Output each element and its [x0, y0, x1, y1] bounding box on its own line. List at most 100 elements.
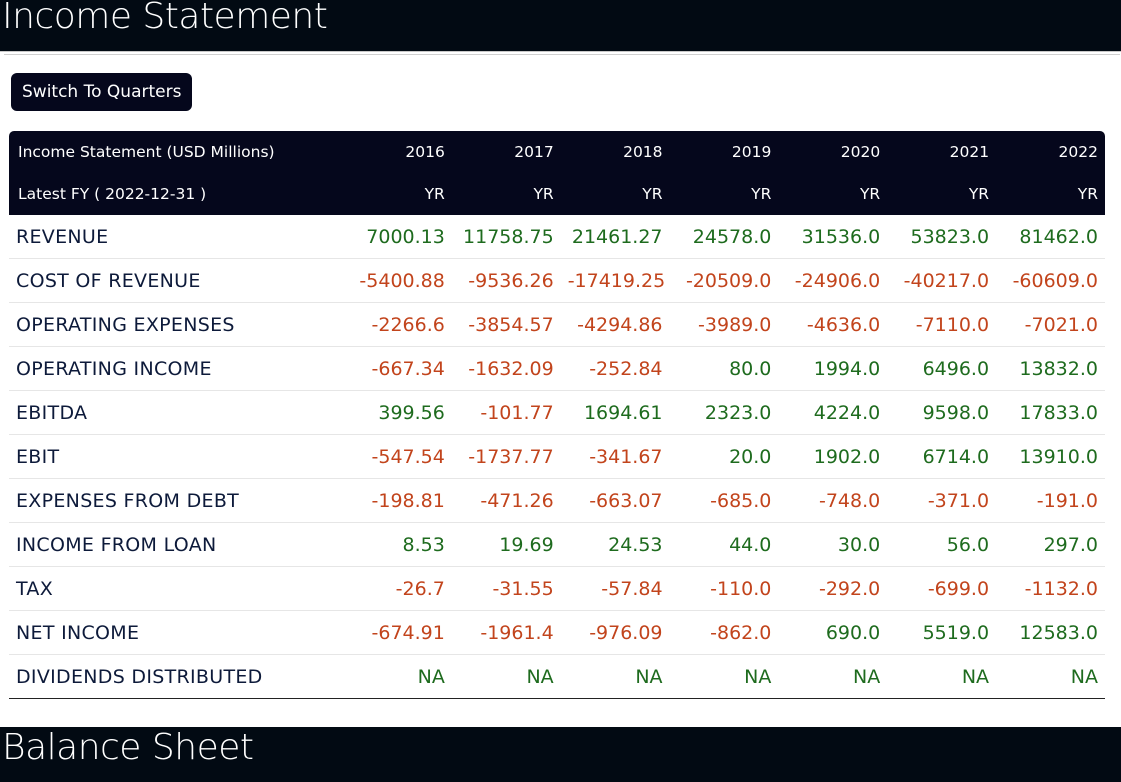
row-value-cell: 9598.0 — [887, 390, 997, 435]
row-value-cell: 1694.61 — [560, 390, 670, 435]
latest-fy-header: Latest FY ( 2022-12-31 ) — [9, 173, 343, 215]
row-value-cell: NA — [887, 654, 997, 699]
row-value-cell: 6496.0 — [887, 346, 997, 391]
table-row: DIVIDENDS DISTRIBUTED NA NA NA NA NA NA NA — [9, 654, 1105, 699]
row-label: EBIT — [9, 434, 343, 479]
row-label: INCOME FROM LOAN — [9, 522, 343, 567]
row-value-cell: -862.0 — [669, 610, 779, 655]
row-value-cell: 44.0 — [669, 522, 779, 567]
row-label: EBITDA — [9, 390, 343, 435]
row-value-cell: -1737.77 — [451, 434, 561, 479]
row-value-cell: 31536.0 — [778, 215, 888, 259]
row-value-cell: 53823.0 — [887, 215, 997, 259]
row-value-cell: 7000.13 — [343, 215, 452, 259]
row-value-cell: -40217.0 — [887, 258, 997, 303]
row-value-cell: -1132.0 — [996, 566, 1105, 611]
row-value-cell: 81462.0 — [996, 215, 1105, 259]
row-value-cell: 8.53 — [343, 522, 452, 567]
year-header: 2016 — [343, 131, 452, 173]
period-header: YR — [560, 173, 670, 215]
row-value-cell: 21461.27 — [560, 215, 670, 259]
row-value-cell: -7021.0 — [996, 302, 1105, 347]
row-label: NET INCOME — [9, 610, 343, 655]
row-value-cell: -547.54 — [343, 434, 452, 479]
period-header: YR — [996, 173, 1105, 215]
row-value-cell: -3854.57 — [451, 302, 561, 347]
row-value-cell: 297.0 — [996, 522, 1105, 567]
row-value-cell: -110.0 — [669, 566, 779, 611]
row-value-cell: -252.84 — [560, 346, 670, 391]
row-value-cell: -31.55 — [451, 566, 561, 611]
income-statement-title: Income Statement — [2, 0, 328, 37]
table-row: INCOME FROM LOAN 8.53 19.69 24.53 44.0 30.0 56… — [9, 522, 1105, 567]
row-value-cell: -198.81 — [343, 478, 452, 523]
table-header-years-row: Income Statement (USD Millions) 2016 2017… — [9, 131, 1105, 173]
table-row: TAX -26.7 -31.55 -57.84 -110.0 -292.0 -699.0 -1… — [9, 566, 1105, 611]
row-value-cell: 24.53 — [560, 522, 670, 567]
row-value-cell: NA — [669, 654, 779, 699]
row-value-cell: -699.0 — [887, 566, 997, 611]
row-value-cell: -20509.0 — [669, 258, 779, 303]
row-value-cell: -371.0 — [887, 478, 997, 523]
table-row: NET INCOME -674.91 -1961.4 -976.09 -862.0 690… — [9, 610, 1105, 655]
row-value-cell: -471.26 — [451, 478, 561, 523]
switch-to-quarters-button[interactable]: Switch To Quarters — [11, 73, 193, 111]
row-value-cell: -191.0 — [996, 478, 1105, 523]
row-label: COST OF REVENUE — [9, 258, 343, 303]
row-value-cell: NA — [778, 654, 888, 699]
row-value-cell: 5519.0 — [887, 610, 997, 655]
period-header: YR — [451, 173, 561, 215]
row-value-cell: 30.0 — [778, 522, 888, 567]
row-value-cell: -685.0 — [669, 478, 779, 523]
row-value-cell: 4224.0 — [778, 390, 888, 435]
row-value-cell: -5400.88 — [343, 258, 452, 303]
period-header: YR — [778, 173, 888, 215]
row-value-cell: -7110.0 — [887, 302, 997, 347]
row-label: EXPENSES FROM DEBT — [9, 478, 343, 523]
row-value-cell: 1902.0 — [778, 434, 888, 479]
row-label: OPERATING INCOME — [9, 346, 343, 391]
table-row: OPERATING EXPENSES -2266.6 -3854.57 -4294.8… — [9, 302, 1105, 347]
header-divider — [4, 54, 1120, 55]
table-row: EBITDA 399.56 -101.77 1694.61 2323.0 4224.0 95… — [9, 390, 1105, 435]
row-value-cell: -4294.86 — [560, 302, 670, 347]
row-value-cell: -674.91 — [343, 610, 452, 655]
row-value-cell: -17419.25 — [560, 258, 670, 303]
row-value-cell: -4636.0 — [778, 302, 888, 347]
row-value-cell: 13910.0 — [996, 434, 1105, 479]
row-value-cell: 6714.0 — [887, 434, 997, 479]
row-label: REVENUE — [9, 215, 343, 259]
row-value-cell: 56.0 — [887, 522, 997, 567]
row-value-cell: 80.0 — [669, 346, 779, 391]
row-value-cell: -1961.4 — [451, 610, 561, 655]
table-row: REVENUE 7000.13 11758.75 21461.27 24578.0 315… — [9, 215, 1105, 259]
table-row: EBIT -547.54 -1737.77 -341.67 20.0 1902.0 6714… — [9, 434, 1105, 479]
row-value-cell: NA — [996, 654, 1105, 699]
row-value-cell: -341.67 — [560, 434, 670, 479]
year-header: 2018 — [560, 131, 670, 173]
table-row: OPERATING INCOME -667.34 -1632.09 -252.84 80… — [9, 346, 1105, 391]
row-value-cell: NA — [451, 654, 561, 699]
row-value-cell: -2266.6 — [343, 302, 452, 347]
row-value-cell: -663.07 — [560, 478, 670, 523]
year-header: 2020 — [778, 131, 888, 173]
row-value-cell: 12583.0 — [996, 610, 1105, 655]
period-header: YR — [343, 173, 452, 215]
table-body: REVENUE 7000.13 11758.75 21461.27 24578.0 315… — [9, 215, 1105, 699]
table-row: COST OF REVENUE -5400.88 -9536.26 -17419.25… — [9, 258, 1105, 303]
balance-sheet-header: Balance Sheet — [0, 727, 1121, 782]
row-value-cell: -26.7 — [343, 566, 452, 611]
row-value-cell: NA — [343, 654, 452, 699]
row-value-cell: 399.56 — [343, 390, 452, 435]
row-value-cell: -3989.0 — [669, 302, 779, 347]
row-value-cell: 24578.0 — [669, 215, 779, 259]
row-value-cell: -748.0 — [778, 478, 888, 523]
income-statement-table-container: Income Statement (USD Millions) 2016 2017… — [9, 131, 1105, 699]
row-value-cell: -292.0 — [778, 566, 888, 611]
row-value-cell: -667.34 — [343, 346, 452, 391]
row-value-cell: 1994.0 — [778, 346, 888, 391]
row-value-cell: NA — [560, 654, 670, 699]
year-header: 2021 — [887, 131, 997, 173]
period-header: YR — [887, 173, 997, 215]
row-value-cell: 13832.0 — [996, 346, 1105, 391]
